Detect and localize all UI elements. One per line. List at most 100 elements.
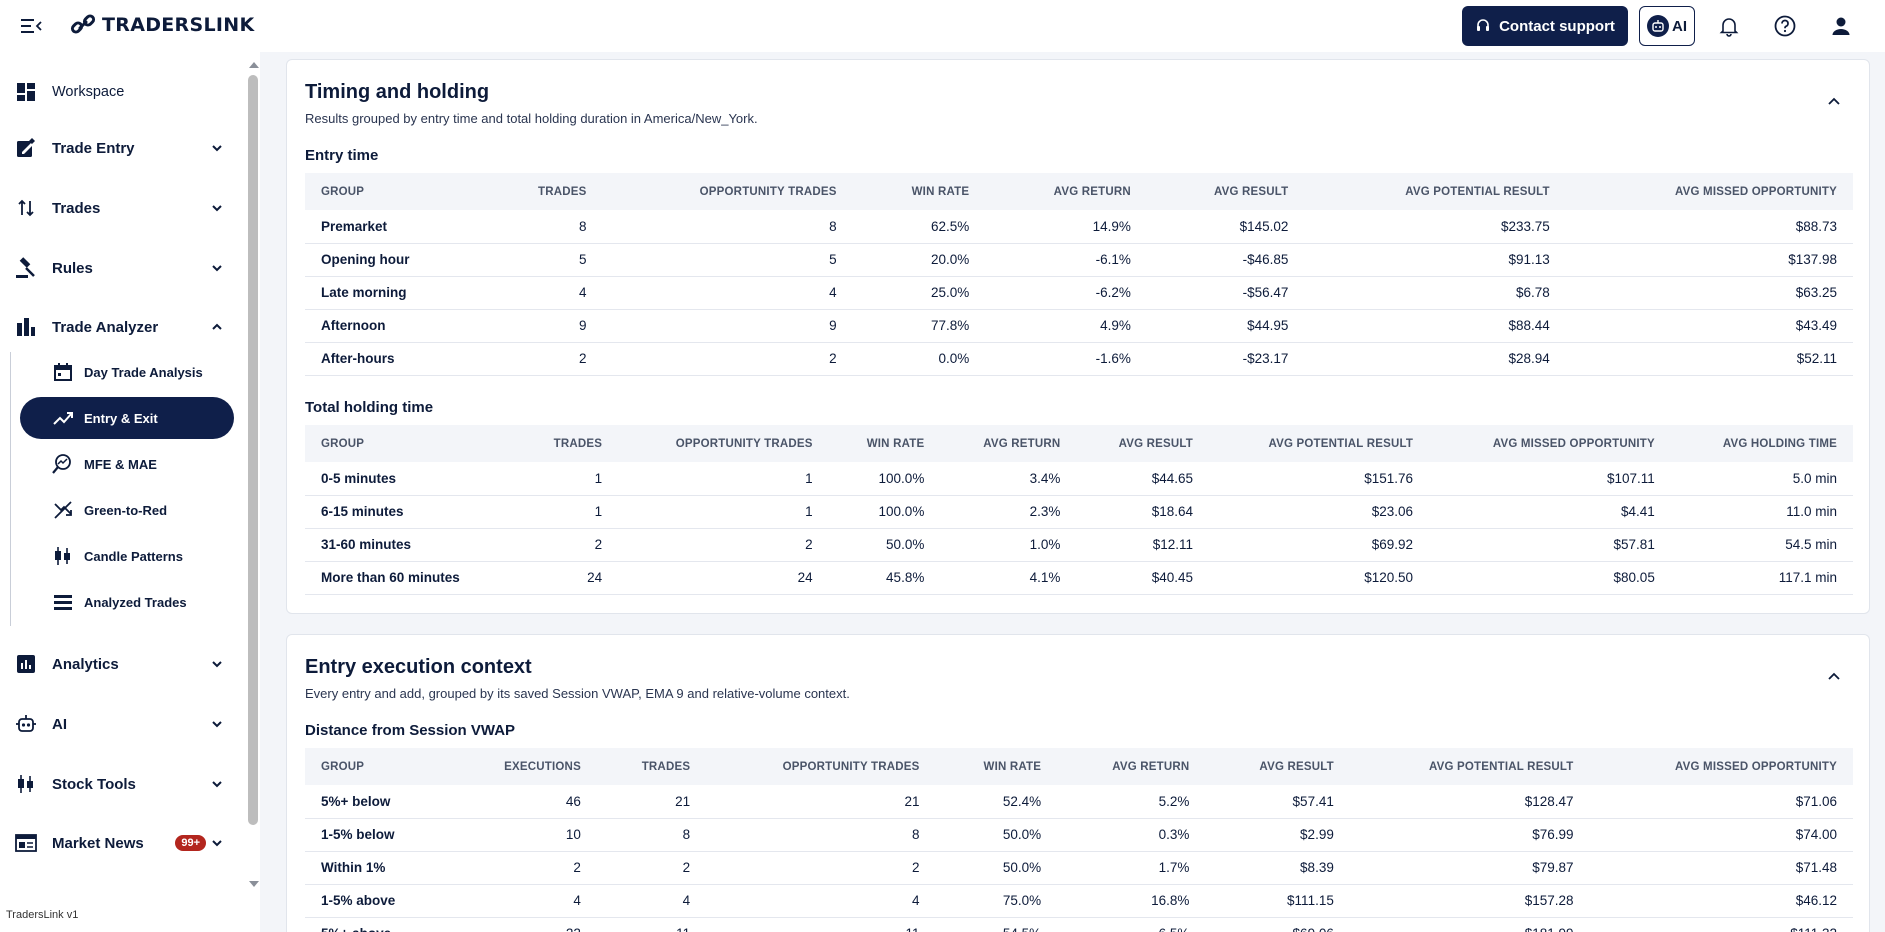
chevron-up-icon[interactable]: [1827, 96, 1841, 106]
table-cell: $111.32: [1589, 917, 1853, 932]
table-row: After-hours 2 2 0.0% -1.6% -$23.17 $28.94 $52.1…: [305, 342, 1853, 376]
table-cell: $120.50: [1209, 561, 1430, 595]
contact-support-button[interactable]: Contact support: [1462, 6, 1628, 46]
table-cell: $40.45: [1076, 561, 1210, 595]
table-cell: $57.81: [1429, 528, 1671, 562]
table-cell: $63.25: [1565, 276, 1853, 310]
chain-link-icon: [70, 14, 96, 34]
table-cell: After-hours: [305, 342, 484, 376]
table-cell: $8.39: [1205, 851, 1350, 885]
table-cell: 4: [449, 884, 597, 918]
table-cell: 2.3%: [940, 495, 1077, 529]
execution-context-card: Entry execution context Every entry and …: [286, 634, 1870, 932]
sidebar-item-label: Market News: [52, 834, 144, 852]
table-header-row: Group Trades Opportunity Trades Win Rate Avg…: [305, 173, 1853, 210]
table-cell: $43.49: [1565, 309, 1853, 343]
sidebar-item-market-news[interactable]: Market News 99+: [14, 823, 224, 863]
help-icon[interactable]: [1773, 14, 1797, 38]
table-cell: $137.98: [1565, 243, 1853, 277]
column-header: Group: [305, 425, 518, 462]
trending-off-icon: [52, 499, 74, 521]
sidebar-item-candle-patterns[interactable]: Candle Patterns: [20, 535, 234, 577]
top-bar: TRADERSLINK Contact support AI: [0, 0, 1885, 52]
table-cell: $71.48: [1589, 851, 1853, 885]
table-cell: 46: [449, 785, 597, 819]
column-header: Win Rate: [828, 425, 941, 462]
column-header: Executions: [449, 748, 597, 785]
contact-support-label: Contact support: [1499, 17, 1615, 35]
sidebar-item-analyzed-trades[interactable]: Analyzed Trades: [20, 581, 234, 623]
candlestick-icon: [14, 772, 38, 796]
sidebar-item-green-to-red[interactable]: Green-to-Red: [20, 489, 234, 531]
table-cell: 100.0%: [828, 495, 941, 529]
table-cell: 1.0%: [940, 528, 1077, 562]
scroll-up-arrow[interactable]: [249, 62, 259, 68]
sidebar-item-trade-entry[interactable]: Trade Entry: [14, 128, 224, 168]
table-cell: $44.65: [1076, 462, 1210, 496]
chevron-up-icon[interactable]: [1827, 671, 1841, 681]
table-row: 1-5% above 4 4 4 75.0% 16.8% $111.15 $157.28 $46…: [305, 884, 1853, 918]
sidebar-item-label: Trades: [52, 199, 101, 217]
table-row: Within 1% 2 2 2 50.0% 1.7% $8.39 $79.87 $71.48: [305, 851, 1853, 885]
sidebar-item-label: Day Trade Analysis: [84, 364, 203, 380]
table-cell: 25.0%: [852, 276, 986, 310]
table-cell: $107.11: [1429, 462, 1671, 496]
zoom-chart-icon: [52, 453, 74, 475]
table-cell: $157.28: [1349, 884, 1590, 918]
table-cell: 4.1%: [940, 561, 1077, 595]
sidebar-item-trades[interactable]: Trades: [14, 188, 224, 228]
card-subtitle: Results grouped by entry time and total …: [305, 111, 758, 126]
table-cell: Afternoon: [305, 309, 484, 343]
entry-exit-icon: [52, 407, 74, 429]
table-row: Afternoon 9 9 77.8% 4.9% $44.95 $88.44 $43.49: [305, 309, 1853, 343]
account-icon[interactable]: [1829, 14, 1853, 38]
sidebar-item-workspace[interactable]: Workspace: [14, 72, 224, 112]
table-row: Late morning 4 4 25.0% -6.2% -$56.47 $6.78 $63.…: [305, 276, 1853, 310]
table-row: 31-60 minutes 2 2 50.0% 1.0% $12.11 $69.92 $57.…: [305, 528, 1853, 562]
holding-time-table: Group Trades Opportunity Trades Win Rate Avg…: [305, 425, 1853, 595]
sidebar-item-entry-exit[interactable]: Entry & Exit: [20, 397, 234, 439]
menu-collapse-icon[interactable]: [21, 17, 43, 35]
sidebar: Workspace Trade Entry Trades Rules Trade…: [0, 52, 260, 932]
scroll-down-arrow[interactable]: [249, 881, 259, 887]
table-cell: 10: [449, 818, 597, 852]
sidebar-item-rules[interactable]: Rules: [14, 248, 224, 288]
sidebar-item-label: Green-to-Red: [84, 502, 168, 518]
sidebar-scrollbar[interactable]: [248, 75, 258, 825]
sidebar-item-analytics[interactable]: Analytics: [14, 644, 224, 684]
sidebar-item-label: Candle Patterns: [84, 548, 183, 564]
table-cell: 11: [596, 917, 707, 932]
table-cell: $2.99: [1205, 818, 1350, 852]
table-cell: $57.41: [1205, 785, 1350, 819]
column-header: Avg Holding Time: [1670, 425, 1853, 462]
table-cell: 50.0%: [828, 528, 941, 562]
table-cell: Opening hour: [305, 243, 484, 277]
table-cell: $88.44: [1304, 309, 1566, 343]
ai-button[interactable]: AI: [1639, 6, 1695, 46]
table-row: 1-5% below 10 8 8 50.0% 0.3% $2.99 $76.99 $74.00: [305, 818, 1853, 852]
table-cell: $23.06: [1209, 495, 1430, 529]
sidebar-item-stock-tools[interactable]: Stock Tools: [14, 764, 224, 804]
sidebar-item-mfe-mae[interactable]: MFE & MAE: [20, 443, 234, 485]
chevron-down-icon: [212, 661, 222, 668]
sidebar-item-day-trade-analysis[interactable]: Day Trade Analysis: [20, 351, 234, 393]
table-cell: 4.9%: [985, 309, 1147, 343]
table-cell: 1.7%: [1057, 851, 1206, 885]
table-cell: $128.47: [1349, 785, 1590, 819]
table-row: Opening hour 5 5 20.0% -6.1% -$46.85 $91.13 $13…: [305, 243, 1853, 277]
table-cell: 21: [706, 785, 936, 819]
submenu-divider: [10, 352, 11, 626]
sidebar-item-label: Rules: [52, 259, 93, 277]
sidebar-item-label: Stock Tools: [52, 775, 136, 793]
logo[interactable]: TRADERSLINK: [70, 12, 254, 38]
table-cell: 54.5 min: [1670, 528, 1853, 562]
bell-icon[interactable]: [1717, 14, 1741, 38]
table-row: Premarket 8 8 62.5% 14.9% $145.02 $233.75 $88.7…: [305, 210, 1853, 244]
sidebar-item-trade-analyzer[interactable]: Trade Analyzer: [14, 307, 224, 347]
sidebar-item-label: AI: [52, 715, 67, 733]
table-cell: $44.95: [1146, 309, 1305, 343]
table-header-row: Group Trades Opportunity Trades Win Rate Avg…: [305, 425, 1853, 462]
table-cell: 2: [596, 851, 707, 885]
dashboard-icon: [14, 80, 38, 104]
sidebar-item-ai[interactable]: AI: [14, 704, 224, 744]
